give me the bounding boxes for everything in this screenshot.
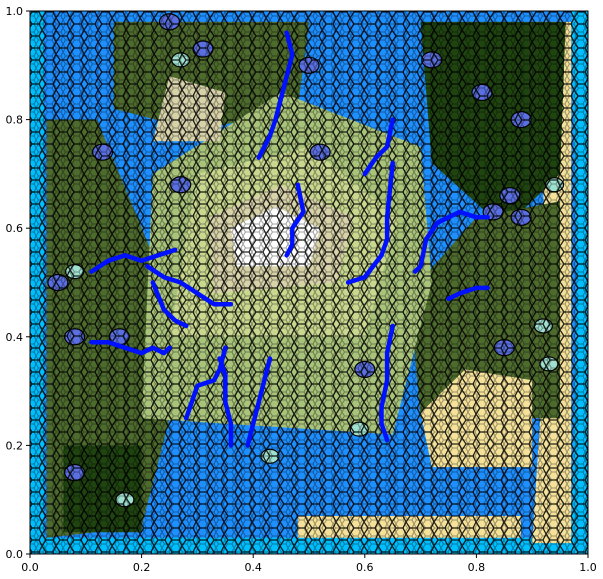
y-axis: 0.0 0.2 0.4 0.6 0.8 1.0 bbox=[6, 5, 30, 561]
river-west-down bbox=[150, 280, 189, 329]
x-axis: 0.0 0.2 0.4 0.6 0.8 1.0 bbox=[21, 554, 597, 574]
plot-area bbox=[30, 11, 588, 554]
x-tick-label: 1.0 bbox=[579, 561, 597, 574]
river-east bbox=[412, 209, 490, 274]
x-tick-label: 0.2 bbox=[133, 561, 151, 574]
y-tick-label: 0.8 bbox=[6, 114, 24, 127]
river-southwest bbox=[89, 339, 172, 356]
x-tick-label: 0.0 bbox=[21, 561, 39, 574]
river-upper-right bbox=[362, 117, 395, 177]
x-tick-label: 0.8 bbox=[468, 561, 486, 574]
x-tick-label: 0.6 bbox=[356, 561, 374, 574]
y-tick-label: 0.2 bbox=[6, 439, 24, 452]
y-tick-label: 0.6 bbox=[6, 222, 24, 235]
y-tick-label: 0.0 bbox=[6, 548, 24, 561]
river-east-lower bbox=[446, 285, 490, 302]
rivers bbox=[89, 30, 490, 448]
river-center-north bbox=[284, 182, 306, 258]
y-tick-label: 0.4 bbox=[6, 331, 24, 344]
river-south-east bbox=[379, 323, 395, 443]
river-center-east bbox=[345, 160, 395, 285]
river-south-3 bbox=[245, 356, 273, 448]
river-west bbox=[89, 247, 178, 274]
y-tick-label: 1.0 bbox=[6, 5, 24, 18]
voronoi-cell-overlay-fine bbox=[30, 11, 588, 554]
river-south-2 bbox=[217, 356, 234, 448]
river-west-diagonal bbox=[144, 263, 234, 307]
plot-frame bbox=[29, 10, 589, 555]
x-tick-label: 0.4 bbox=[244, 561, 262, 574]
river-top-mid bbox=[256, 30, 295, 160]
